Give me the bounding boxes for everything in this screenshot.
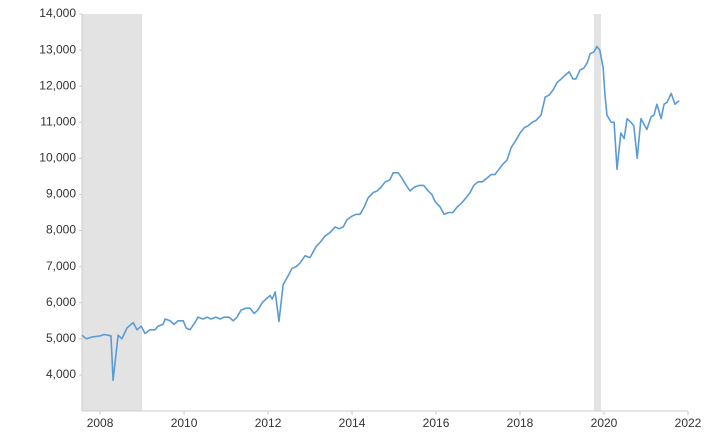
y-tick-label: 14,000 bbox=[39, 6, 76, 20]
y-tick-label: 10,000 bbox=[39, 151, 76, 165]
y-tick-label: 4,000 bbox=[46, 367, 76, 381]
x-tick-label: 2010 bbox=[171, 416, 198, 430]
y-tick-label: 13,000 bbox=[39, 42, 76, 56]
shaded-range bbox=[593, 14, 602, 411]
y-tick-label: 9,000 bbox=[46, 187, 76, 201]
y-tick-label: 5,000 bbox=[46, 331, 76, 345]
y-tick-label: 11,000 bbox=[40, 114, 76, 128]
x-tick-label: 2018 bbox=[507, 416, 534, 430]
y-tick-label: 12,000 bbox=[39, 78, 76, 92]
x-tick-label: 2022 bbox=[675, 416, 702, 430]
x-tick-label: 2020 bbox=[591, 416, 618, 430]
x-tick-label: 2016 bbox=[423, 416, 450, 430]
data-line bbox=[81, 45, 680, 382]
y-tick-label: 8,000 bbox=[46, 223, 76, 237]
y-tick-label: 6,000 bbox=[46, 295, 76, 309]
x-tick-label: 2008 bbox=[87, 416, 114, 430]
x-tick-label: 2012 bbox=[255, 416, 282, 430]
y-tick-label: 7,000 bbox=[46, 259, 76, 273]
x-tick-label: 2014 bbox=[339, 416, 366, 430]
